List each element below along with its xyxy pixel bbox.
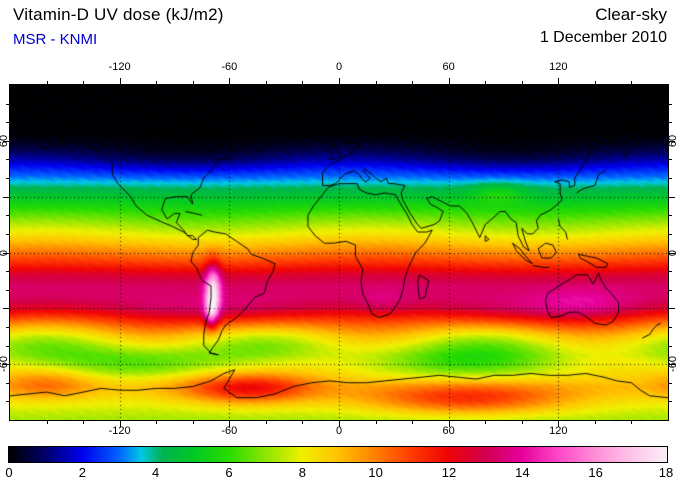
y-axis-tick-mark bbox=[6, 159, 9, 160]
y-axis-tick-mark bbox=[3, 253, 9, 254]
y-axis-tick-mark bbox=[669, 234, 672, 235]
y-axis-tick-mark bbox=[669, 401, 672, 402]
y-axis-tick-mark bbox=[6, 215, 9, 216]
x-axis-tick-mark bbox=[449, 78, 450, 84]
x-axis-tick-mark bbox=[156, 421, 157, 424]
colorbar-tick-label: 14 bbox=[515, 465, 530, 480]
x-axis-tick-mark bbox=[229, 421, 230, 427]
colorbar-tick-label: 8 bbox=[298, 465, 306, 480]
x-axis-tick-mark bbox=[412, 81, 413, 84]
y-axis-tick-mark bbox=[669, 141, 675, 142]
x-axis-tick-mark bbox=[376, 421, 377, 424]
y-axis-tick-mark bbox=[669, 290, 672, 291]
uv-heatmap-canvas bbox=[10, 85, 668, 420]
y-axis-tick-mark bbox=[3, 141, 9, 142]
x-axis-tick-mark bbox=[229, 78, 230, 84]
y-axis-tick-mark bbox=[6, 383, 9, 384]
y-axis-tick-mark bbox=[6, 290, 9, 291]
y-axis-tick-mark bbox=[669, 104, 672, 105]
x-axis-tick-mark bbox=[47, 81, 48, 84]
x-axis-tick-mark bbox=[631, 421, 632, 424]
y-axis-tick-mark bbox=[669, 383, 672, 384]
y-axis-tick-mark bbox=[6, 327, 9, 328]
y-axis-tick-mark bbox=[669, 215, 672, 216]
y-axis-tick-mark bbox=[669, 308, 675, 309]
x-axis-tick-mark bbox=[558, 78, 559, 84]
colorbar-canvas bbox=[9, 447, 667, 462]
y-axis-tick-mark bbox=[669, 271, 672, 272]
x-axis-tick-mark bbox=[156, 81, 157, 84]
x-axis-tick-mark bbox=[120, 421, 121, 427]
x-axis-tick-label-top: 0 bbox=[335, 61, 343, 73]
x-axis-tick-mark bbox=[120, 78, 121, 84]
y-axis-tick-mark bbox=[669, 327, 672, 328]
x-axis-tick-label-bottom: -60 bbox=[221, 425, 238, 437]
colorbar-tick-label: 0 bbox=[5, 465, 13, 480]
x-axis-tick-mark bbox=[595, 421, 596, 424]
x-axis-tick-label-top: -120 bbox=[108, 61, 131, 73]
x-axis-tick-mark bbox=[631, 81, 632, 84]
y-axis-tick-mark bbox=[6, 271, 9, 272]
x-axis-tick-mark bbox=[376, 81, 377, 84]
y-axis-tick-mark bbox=[3, 197, 9, 198]
y-axis-tick-mark bbox=[6, 401, 9, 402]
x-axis-tick-label-bottom: 60 bbox=[442, 425, 455, 437]
x-axis-tick-mark bbox=[193, 81, 194, 84]
colorbar-tick-label: 12 bbox=[441, 465, 457, 480]
x-axis-tick-mark bbox=[83, 421, 84, 424]
y-axis-tick-mark bbox=[669, 253, 675, 254]
x-axis-tick-mark bbox=[449, 421, 450, 427]
colorbar-tick-label: 16 bbox=[588, 465, 603, 480]
colorbar-tick-label: 18 bbox=[658, 465, 674, 480]
y-axis-tick-mark bbox=[6, 122, 9, 123]
colorbar-tick-label: 10 bbox=[368, 465, 383, 480]
y-axis-tick-mark bbox=[669, 122, 672, 123]
map-plot-area bbox=[9, 84, 669, 421]
sky-condition-label: Clear-sky bbox=[595, 5, 667, 24]
x-axis-tick-label-bottom: 0 bbox=[335, 425, 343, 437]
x-axis-tick-mark bbox=[558, 421, 559, 427]
y-axis-tick-mark bbox=[669, 346, 672, 347]
x-axis-tick-label-bottom: -120 bbox=[108, 425, 131, 437]
y-axis-tick-mark bbox=[6, 178, 9, 179]
y-axis-tick-mark bbox=[3, 308, 9, 309]
y-axis-tick-mark bbox=[6, 234, 9, 235]
x-axis-tick-mark bbox=[83, 81, 84, 84]
x-axis-tick-label-top: 120 bbox=[549, 61, 568, 73]
x-axis-tick-mark bbox=[47, 421, 48, 424]
x-axis-tick-mark bbox=[485, 81, 486, 84]
y-axis-tick-mark bbox=[669, 364, 675, 365]
y-axis-tick-mark bbox=[3, 364, 9, 365]
x-axis-tick-mark bbox=[193, 421, 194, 424]
x-axis-tick-mark bbox=[522, 81, 523, 84]
x-axis-tick-mark bbox=[412, 421, 413, 424]
y-axis-tick-mark bbox=[669, 159, 672, 160]
y-axis-tick-mark bbox=[6, 346, 9, 347]
x-axis-tick-mark bbox=[485, 421, 486, 424]
colorbar-tick-label: 4 bbox=[152, 465, 160, 480]
x-axis-tick-mark bbox=[339, 78, 340, 84]
x-axis-tick-mark bbox=[302, 81, 303, 84]
x-axis-tick-mark bbox=[266, 421, 267, 424]
x-axis-tick-mark bbox=[522, 421, 523, 424]
x-axis-tick-label-top: 60 bbox=[442, 61, 455, 73]
data-source-label: MSR - KNMI bbox=[13, 31, 98, 48]
x-axis-tick-mark bbox=[595, 81, 596, 84]
x-axis-tick-mark bbox=[302, 421, 303, 424]
y-axis-tick-mark bbox=[669, 197, 675, 198]
y-axis-tick-mark bbox=[6, 104, 9, 105]
y-axis-tick-mark bbox=[669, 178, 672, 179]
x-axis-tick-label-top: -60 bbox=[221, 61, 238, 73]
figure-title: Vitamin-D UV dose (kJ/m2) bbox=[13, 5, 224, 24]
x-axis-tick-label-bottom: 120 bbox=[549, 425, 568, 437]
colorbar-tick-label: 6 bbox=[225, 465, 233, 480]
colorbar-tick-label: 2 bbox=[78, 465, 86, 480]
date-label: 1 December 2010 bbox=[539, 29, 667, 46]
colorbar bbox=[8, 446, 668, 463]
x-axis-tick-mark bbox=[266, 81, 267, 84]
x-axis-tick-mark bbox=[339, 421, 340, 427]
